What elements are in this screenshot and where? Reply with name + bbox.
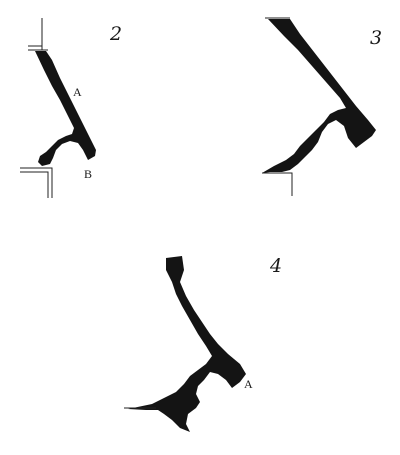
figure-3: 3 bbox=[262, 17, 382, 196]
figure-2-upper-fillet bbox=[28, 18, 48, 51]
figure-2-number: 2 bbox=[109, 23, 122, 45]
figure-2-label-a: A bbox=[73, 85, 82, 99]
figure-3-base-line bbox=[262, 172, 293, 196]
figure-2: 2 A B bbox=[20, 18, 122, 198]
figure-2-base-fillet bbox=[20, 167, 53, 198]
figure-4-number: 4 bbox=[269, 255, 282, 277]
figure-4: 4 A bbox=[124, 255, 282, 432]
figure-2-profile bbox=[35, 51, 96, 166]
figure-3-profile bbox=[262, 19, 376, 173]
figure-4-label-a: A bbox=[244, 377, 253, 391]
figure-2-label-b: B bbox=[84, 167, 92, 181]
figure-3-number: 3 bbox=[370, 27, 382, 49]
figure-4-profile bbox=[128, 256, 246, 432]
